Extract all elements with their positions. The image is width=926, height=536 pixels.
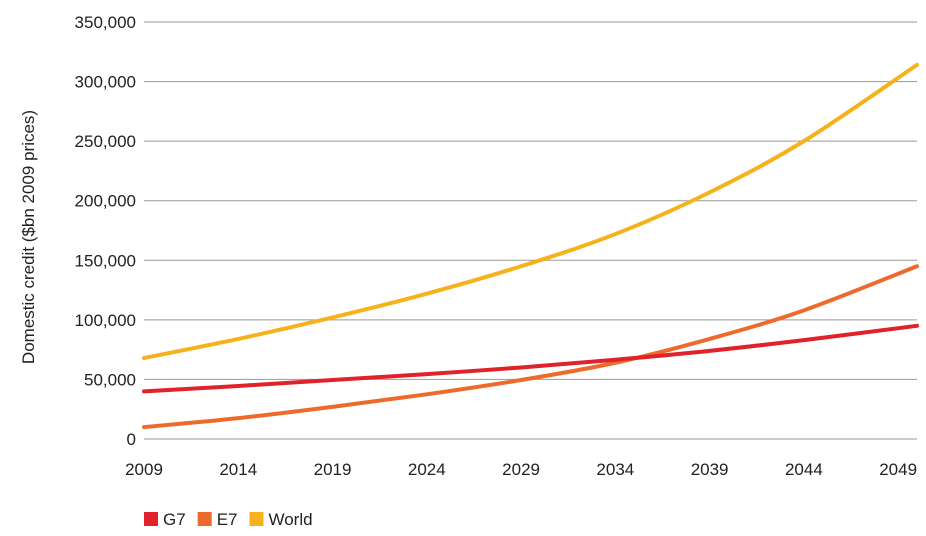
x-tick-label: 2024 [408,460,446,479]
legend-label: E7 [217,510,238,529]
x-tick-label: 2014 [219,460,257,479]
legend-swatch [144,512,158,526]
x-axis-ticks: 2009 2014 2019 2024 2029 2034 2039 2044 2049 [125,460,917,479]
y-axis-ticks: 0 50,000 100,000 150,000 200,000 250,000 300,0… [75,13,136,449]
legend-item-g7: G7 [144,510,186,529]
y-tick-label: 150,000 [75,251,136,270]
x-tick-label: 2009 [125,460,163,479]
x-tick-label: 2019 [314,460,352,479]
legend: G7 E7 World [144,510,313,529]
y-tick-label: 250,000 [75,132,136,151]
gridlines [144,21,917,440]
legend-item-world: World [249,510,313,529]
y-tick-label: 350,000 [75,13,136,32]
y-tick-label: 100,000 [75,311,136,330]
series-line-g7 [142,323,919,394]
x-tick-label: 2049 [879,460,917,479]
legend-swatch [249,512,264,526]
x-tick-label: 2039 [691,460,729,479]
x-tick-label: 2044 [785,460,823,479]
series-lines [142,62,919,430]
y-tick-label: 300,000 [75,73,136,92]
legend-label: G7 [163,510,186,529]
x-tick-label: 2034 [596,460,634,479]
y-tick-label: 0 [127,430,136,449]
y-axis-title: Domestic credit ($bn 2009 prices) [19,110,38,364]
x-tick-label: 2029 [502,460,540,479]
legend-label: World [268,510,312,529]
legend-swatch [197,512,212,526]
series-line-e7 [142,264,919,430]
legend-item-e7: E7 [197,510,238,529]
series-line-world [142,62,919,360]
y-tick-label: 200,000 [75,192,136,211]
y-tick-label: 50,000 [84,370,136,389]
